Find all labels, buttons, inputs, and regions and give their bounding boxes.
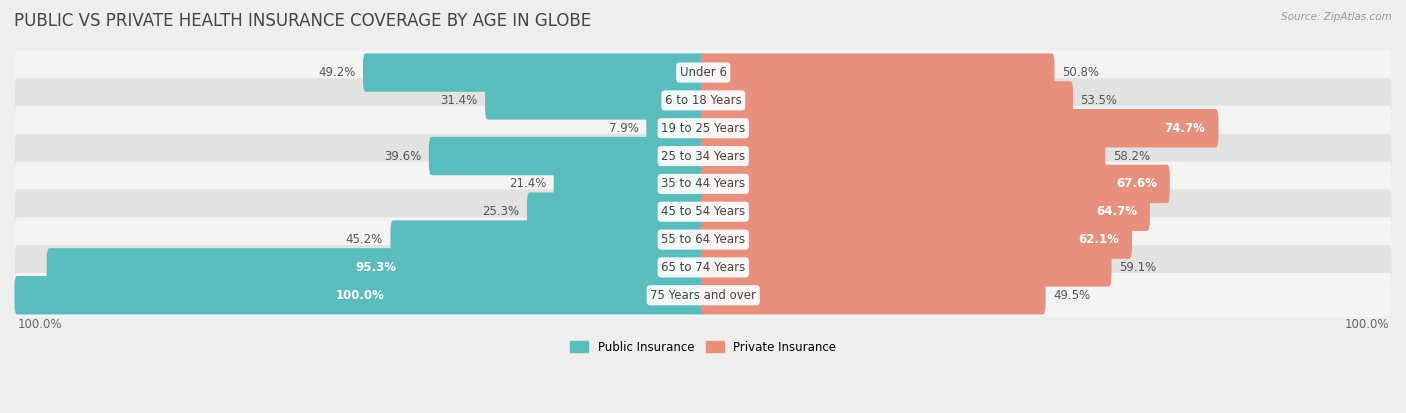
FancyBboxPatch shape xyxy=(700,192,1150,231)
Text: 45 to 54 Years: 45 to 54 Years xyxy=(661,205,745,218)
FancyBboxPatch shape xyxy=(700,109,1219,147)
FancyBboxPatch shape xyxy=(700,221,1132,259)
Text: PUBLIC VS PRIVATE HEALTH INSURANCE COVERAGE BY AGE IN GLOBE: PUBLIC VS PRIVATE HEALTH INSURANCE COVER… xyxy=(14,12,591,31)
Text: 53.5%: 53.5% xyxy=(1081,94,1118,107)
FancyBboxPatch shape xyxy=(15,161,1392,206)
FancyBboxPatch shape xyxy=(14,276,706,314)
FancyBboxPatch shape xyxy=(391,221,706,259)
Text: 55 to 64 Years: 55 to 64 Years xyxy=(661,233,745,246)
FancyBboxPatch shape xyxy=(700,165,1170,203)
FancyBboxPatch shape xyxy=(15,273,1392,318)
Text: 25 to 34 Years: 25 to 34 Years xyxy=(661,150,745,163)
Legend: Public Insurance, Private Insurance: Public Insurance, Private Insurance xyxy=(565,336,841,358)
FancyBboxPatch shape xyxy=(429,137,706,175)
Text: 65 to 74 Years: 65 to 74 Years xyxy=(661,261,745,274)
Text: 100.0%: 100.0% xyxy=(17,318,62,330)
Text: 62.1%: 62.1% xyxy=(1078,233,1119,246)
Text: 100.0%: 100.0% xyxy=(336,289,385,302)
Text: Source: ZipAtlas.com: Source: ZipAtlas.com xyxy=(1281,12,1392,22)
Text: 74.7%: 74.7% xyxy=(1164,122,1205,135)
FancyBboxPatch shape xyxy=(700,276,1046,314)
FancyBboxPatch shape xyxy=(46,248,706,287)
Text: Under 6: Under 6 xyxy=(679,66,727,79)
Text: 49.5%: 49.5% xyxy=(1053,289,1091,302)
FancyBboxPatch shape xyxy=(15,106,1392,150)
Text: 45.2%: 45.2% xyxy=(346,233,382,246)
Text: 49.2%: 49.2% xyxy=(318,66,356,79)
Text: 6 to 18 Years: 6 to 18 Years xyxy=(665,94,741,107)
Text: 35 to 44 Years: 35 to 44 Years xyxy=(661,178,745,190)
FancyBboxPatch shape xyxy=(15,78,1392,123)
Text: 7.9%: 7.9% xyxy=(609,122,638,135)
FancyBboxPatch shape xyxy=(700,248,1112,287)
FancyBboxPatch shape xyxy=(15,50,1392,95)
Text: 21.4%: 21.4% xyxy=(509,178,546,190)
Text: 100.0%: 100.0% xyxy=(1346,318,1389,330)
FancyBboxPatch shape xyxy=(554,165,706,203)
Text: 75 Years and over: 75 Years and over xyxy=(650,289,756,302)
FancyBboxPatch shape xyxy=(527,192,706,231)
FancyBboxPatch shape xyxy=(363,53,706,92)
Text: 59.1%: 59.1% xyxy=(1119,261,1156,274)
FancyBboxPatch shape xyxy=(15,245,1392,290)
Text: 39.6%: 39.6% xyxy=(384,150,422,163)
FancyBboxPatch shape xyxy=(700,53,1054,92)
Text: 19 to 25 Years: 19 to 25 Years xyxy=(661,122,745,135)
Text: 64.7%: 64.7% xyxy=(1095,205,1137,218)
Text: 25.3%: 25.3% xyxy=(482,205,519,218)
Text: 31.4%: 31.4% xyxy=(440,94,478,107)
FancyBboxPatch shape xyxy=(647,109,706,147)
FancyBboxPatch shape xyxy=(485,81,706,120)
Text: 67.6%: 67.6% xyxy=(1116,178,1157,190)
Text: 50.8%: 50.8% xyxy=(1062,66,1099,79)
FancyBboxPatch shape xyxy=(15,190,1392,234)
FancyBboxPatch shape xyxy=(700,137,1105,175)
FancyBboxPatch shape xyxy=(700,81,1073,120)
FancyBboxPatch shape xyxy=(15,134,1392,178)
FancyBboxPatch shape xyxy=(15,217,1392,262)
Text: 95.3%: 95.3% xyxy=(356,261,396,274)
Text: 58.2%: 58.2% xyxy=(1114,150,1150,163)
